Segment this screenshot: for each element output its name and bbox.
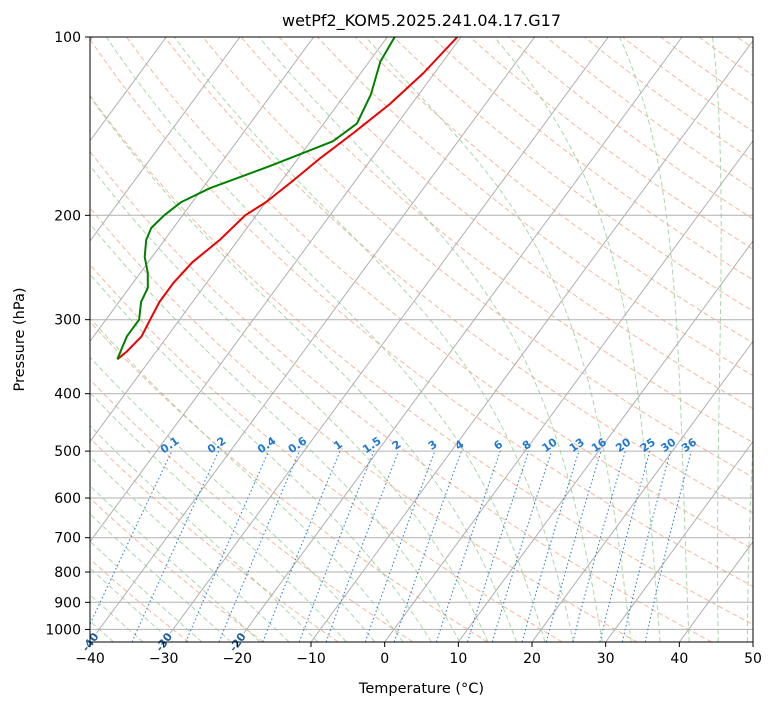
mixing-ratio-line [599, 450, 651, 642]
moist-adiabat-line [90, 455, 290, 642]
y-tick-label: 100 [54, 30, 81, 46]
mixing-ratio-line [491, 450, 553, 642]
isotherm-line [90, 37, 241, 242]
isotherm-line [384, 139, 753, 642]
mixing-ratio-line [644, 450, 692, 642]
moist-adiabat-line [365, 37, 632, 642]
isotherm-line [90, 37, 167, 142]
chart-title: wetPf2_KOM5.2025.241.04.17.G17 [282, 11, 561, 31]
y-tick-label: 800 [54, 565, 81, 581]
x-axis-title: Temperature (°C) [358, 681, 484, 697]
dry-adiabat-line [90, 94, 753, 626]
moist-adiabat-line [619, 37, 690, 642]
mixing-ratio-line [435, 450, 501, 642]
y-tick-label: 700 [54, 531, 81, 547]
dry-adiabat-line [278, 37, 753, 410]
mixing-ratio-line [572, 450, 626, 642]
isotherm-line [236, 37, 683, 642]
mixing-ratio-line [621, 450, 671, 642]
dewpoint-profile-line [116, 37, 396, 360]
dry-adiabat-line [202, 37, 753, 478]
isotherm-line [457, 240, 753, 642]
tick-layer: −40 −30 −20 −10 0 10 20 30 40 50 100 200 300 400 500 60… [45, 30, 762, 667]
x-tick-label: 30 [597, 651, 615, 667]
moist-adiabat-line [105, 37, 546, 642]
x-tick-label: 10 [449, 651, 467, 667]
mixing-ratio-line [467, 450, 530, 642]
moist-adiabat-line [90, 392, 347, 642]
x-tick-label: 0 [380, 651, 389, 667]
y-tick-label: 600 [54, 491, 81, 507]
dry-adiabat-line [90, 207, 638, 642]
mixing-ratio-line [185, 450, 270, 642]
mixing-ratio-line [364, 450, 436, 642]
isotherm-line [90, 37, 388, 443]
moist-adiabat-line [747, 435, 753, 642]
x-tick-label: 20 [523, 651, 541, 667]
x-tick-label: −40 [75, 651, 105, 667]
y-axis-title: Pressure (hPa) [12, 287, 28, 391]
x-tick-label: 50 [744, 651, 762, 667]
moist-adiabat-line [90, 223, 461, 642]
mixing-ratio-line [325, 450, 400, 642]
dry-adiabat-line [90, 558, 190, 642]
mixing-ratio-line [218, 450, 300, 642]
temperature-profile-line [116, 37, 459, 361]
isotherm-line [163, 37, 609, 642]
dry-adiabat-line [164, 37, 753, 514]
mixing-ratio-line [262, 450, 341, 642]
x-tick-label: −30 [149, 651, 179, 667]
moist-adiabat-line [173, 37, 575, 642]
moist-adiabat-line [90, 424, 319, 642]
y-tick-label: 300 [54, 313, 81, 329]
isotherm-line [605, 440, 753, 642]
dry-adiabat-line [90, 263, 563, 642]
y-tick-label: 400 [54, 387, 81, 403]
moist-adiabat-line [90, 273, 432, 642]
y-tick-label: 200 [54, 208, 81, 224]
isotherm-line [90, 37, 536, 642]
dry-adiabat-line [90, 150, 712, 642]
dry-adiabat-line [90, 38, 753, 587]
x-tick-label: −20 [223, 651, 253, 667]
moist-adiabat-line [712, 37, 722, 642]
plot-frame [89, 36, 754, 643]
x-tick-label: 40 [670, 651, 688, 667]
y-tick-label: 900 [54, 595, 81, 611]
moist-adiabat-line [258, 37, 603, 642]
mixing-ratio-line [393, 450, 462, 642]
isotherm-line [310, 39, 753, 642]
moist-adiabat-line [90, 317, 404, 642]
dry-adiabat-line [316, 37, 753, 377]
isotherm-line [90, 37, 315, 343]
isotherm-line [531, 340, 753, 642]
x-tick-label: −10 [296, 651, 326, 667]
mixing-ratio-line [545, 450, 602, 642]
y-tick-label: 500 [54, 444, 81, 460]
mixing-ratio-line [298, 450, 375, 642]
dry-adiabat-line [126, 37, 753, 550]
moist-adiabat-line [494, 37, 661, 642]
series-layer [116, 37, 459, 361]
moist-adiabat-line [90, 356, 376, 642]
mixing-ratio-line [521, 450, 580, 642]
y-tick-label: 1000 [45, 622, 81, 638]
